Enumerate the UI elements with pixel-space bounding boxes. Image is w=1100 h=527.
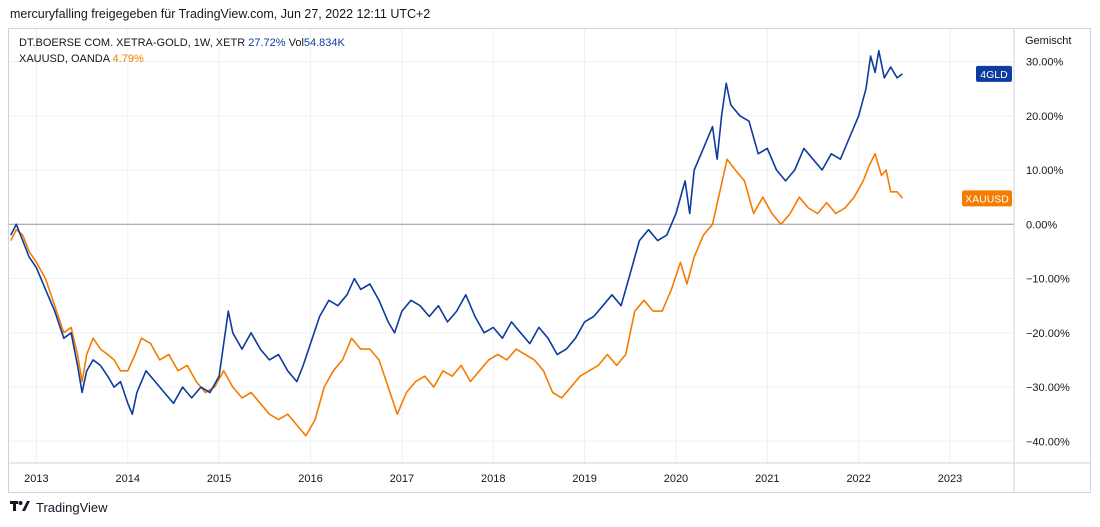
legend-series1-vol: 54.834K: [303, 37, 345, 49]
y-tick-label-6: −30.00%: [1026, 382, 1070, 394]
tradingview-logo-icon: [10, 500, 30, 515]
y-tick-label-5: −20.00%: [1026, 328, 1070, 340]
series-line-4gld[interactable]: [10, 49, 903, 415]
x-tick-label-2019: 2019: [572, 473, 596, 485]
x-tick-label-2014: 2014: [116, 473, 140, 485]
x-tick-label-2023: 2023: [938, 473, 962, 485]
series-line-xauusd[interactable]: [10, 153, 904, 437]
y-tick-label-1: 20.00%: [1026, 111, 1064, 123]
legend-series1-vol-label: Vol: [288, 37, 304, 49]
legend-series1-label: DT.BOERSE COM. XETRA-GOLD, 1W, XETR: [19, 37, 246, 49]
y-tick-label-2: 10.00%: [1026, 165, 1064, 177]
x-tick-label-2018: 2018: [481, 473, 505, 485]
last-value-badge-xauusd: [962, 190, 1012, 207]
chart-legend: DT.BOERSE COM. XETRA-GOLD, 1W, XETR 27.7…: [19, 35, 345, 67]
x-tick-label-2021: 2021: [755, 473, 779, 485]
legend-row-4gld[interactable]: DT.BOERSE COM. XETRA-GOLD, 1W, XETR 27.7…: [19, 35, 345, 51]
x-tick-label-2022: 2022: [846, 473, 870, 485]
last-value-label-xauusd: XAUUSD: [965, 193, 1009, 205]
footer-branding: TradingView: [10, 500, 108, 515]
y-tick-label-7: −40.00%: [1026, 436, 1070, 448]
scale-mode-label[interactable]: Gemischt: [1025, 35, 1071, 47]
y-tick-label-4: −10.00%: [1026, 274, 1070, 286]
x-tick-label-2016: 2016: [298, 473, 322, 485]
x-tick-label-2013: 2013: [24, 473, 48, 485]
legend-series2-change: 4.79%: [112, 53, 144, 65]
last-value-badge-4gld: [976, 65, 1012, 82]
x-tick-label-2015: 2015: [207, 473, 231, 485]
y-tick-label-0: 30.00%: [1026, 57, 1064, 69]
chart-frame[interactable]: [8, 28, 1091, 493]
x-tick-label-2020: 2020: [664, 473, 688, 485]
y-tick-label-3: 0.00%: [1026, 219, 1057, 231]
legend-row-xauusd[interactable]: XAUUSD, OANDA 4.79%: [19, 51, 345, 67]
legend-series1-change: 27.72%: [248, 37, 286, 49]
last-value-label-4gld: 4GLD: [980, 69, 1008, 81]
legend-series2-label: XAUUSD, OANDA: [19, 53, 110, 65]
x-tick-label-2017: 2017: [390, 473, 414, 485]
attribution-header: mercuryfalling freigegeben für TradingVi…: [10, 7, 431, 21]
footer-brand-text: TradingView: [36, 500, 108, 515]
